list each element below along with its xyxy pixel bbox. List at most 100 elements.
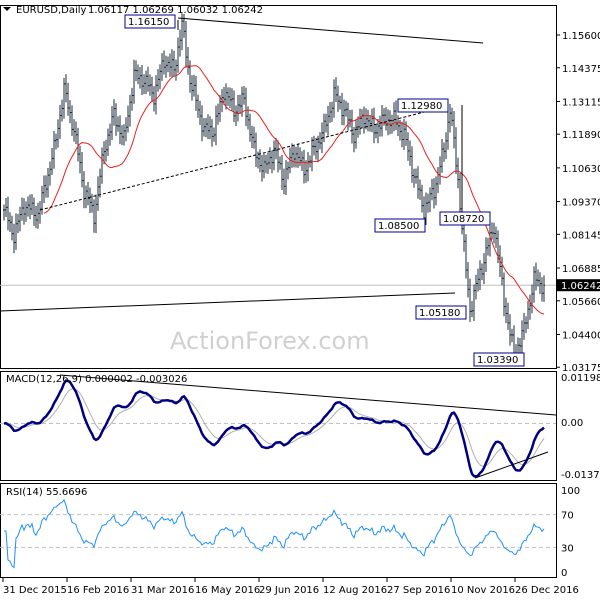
- price-bar: [441, 138, 443, 173]
- price-bar: [431, 178, 433, 201]
- price-bar: [265, 155, 267, 174]
- rsi-label: RSI(14) 55.6696: [6, 487, 87, 498]
- price-bar: [537, 269, 539, 287]
- price-bar: [169, 53, 171, 77]
- price-bar: [129, 94, 131, 127]
- price-bar: [429, 187, 431, 213]
- price-bar: [205, 117, 207, 138]
- price-bar: [41, 185, 43, 215]
- price-bar: [453, 110, 455, 149]
- price-bar: [257, 151, 259, 169]
- price-bar: [379, 115, 381, 137]
- date-tick-label: 27 Sep 2016: [387, 585, 450, 596]
- price-bar: [5, 198, 7, 217]
- price-bar: [35, 205, 37, 229]
- price-bar: [457, 157, 459, 189]
- price-bar: [531, 284, 533, 314]
- price-bar: [369, 115, 371, 132]
- price-bar: [447, 111, 449, 150]
- price-tick-label: 1.06885: [562, 264, 600, 275]
- price-bar: [217, 103, 219, 125]
- price-bar: [219, 95, 221, 122]
- price-bar: [251, 125, 253, 149]
- trendline-dashed: [39, 107, 441, 211]
- price-bar: [199, 100, 201, 125]
- price-bar: [115, 103, 117, 136]
- price-bar: [183, 13, 185, 38]
- price-bar: [249, 113, 251, 142]
- price-bar: [335, 77, 337, 102]
- price-bar: [109, 123, 111, 146]
- price-bar: [225, 83, 227, 110]
- rsi-tick-label: 70: [561, 511, 574, 522]
- price-bar: [483, 253, 485, 285]
- price-bar: [9, 212, 11, 233]
- date-tick-label: 12 Aug 2016: [323, 585, 387, 596]
- price-bar: [375, 124, 377, 139]
- price-bar: [371, 108, 373, 133]
- price-bar: [317, 135, 319, 163]
- price-bar: [355, 119, 357, 149]
- price-bar: [397, 115, 399, 137]
- price-bar: [275, 137, 277, 160]
- macd-line: [3, 379, 545, 478]
- price-bar: [341, 93, 343, 126]
- price-bar: [209, 116, 211, 140]
- price-bar: [347, 102, 349, 131]
- price-bar: [473, 284, 475, 322]
- price-bar: [165, 55, 167, 78]
- price-annotation: 1.12980: [401, 101, 442, 112]
- price-bar: [61, 99, 63, 122]
- price-bar: [541, 277, 543, 302]
- price-bar: [135, 60, 137, 82]
- price-bar: [203, 118, 205, 137]
- price-bar: [295, 146, 297, 168]
- price-tick-label: 1.09370: [562, 198, 600, 209]
- price-bar: [329, 102, 331, 123]
- price-bar: [327, 105, 329, 136]
- macd-signal-line: [3, 388, 545, 467]
- price-bar: [175, 59, 177, 81]
- price-bar: [367, 109, 369, 132]
- price-bar: [339, 95, 341, 110]
- price-bar: [123, 124, 125, 146]
- price-bar: [55, 133, 57, 150]
- collapse-arrow-icon[interactable]: [3, 7, 11, 11]
- price-bar: [21, 197, 23, 221]
- price-bar: [313, 135, 315, 156]
- price-bar: [263, 153, 265, 179]
- price-bar: [475, 274, 477, 300]
- price-bar: [239, 94, 241, 114]
- price-bar: [173, 50, 175, 77]
- price-bar: [345, 100, 347, 117]
- price-bar: [325, 113, 327, 133]
- price-bar: [57, 119, 59, 148]
- price-bar: [53, 130, 55, 169]
- price-bar: [81, 152, 83, 188]
- price-bar: [543, 275, 545, 302]
- price-bar: [237, 94, 239, 122]
- price-bar: [303, 149, 305, 184]
- price-annotation: 1.08720: [443, 214, 484, 225]
- price-bar: [243, 86, 245, 105]
- price-bar: [399, 119, 401, 141]
- price-bar: [15, 213, 17, 250]
- date-tick-label: 16 May 2016: [195, 585, 260, 596]
- rsi-line: [4, 498, 545, 569]
- price-bar: [387, 109, 389, 136]
- price-bar: [395, 100, 397, 131]
- price-bar: [267, 152, 269, 174]
- macd-tick-label: -0.013788: [561, 470, 600, 481]
- price-bar: [493, 222, 495, 244]
- price-bar: [469, 278, 471, 322]
- price-bar: [255, 132, 257, 168]
- price-bar: [505, 297, 507, 324]
- price-bar: [253, 126, 255, 149]
- price-bar: [99, 168, 101, 198]
- price-bar: [511, 328, 513, 343]
- price-bar: [87, 181, 89, 206]
- price-bar: [421, 184, 423, 213]
- pane-border-2: [0, 483, 557, 578]
- price-bar: [413, 168, 415, 188]
- price-bar: [71, 105, 73, 136]
